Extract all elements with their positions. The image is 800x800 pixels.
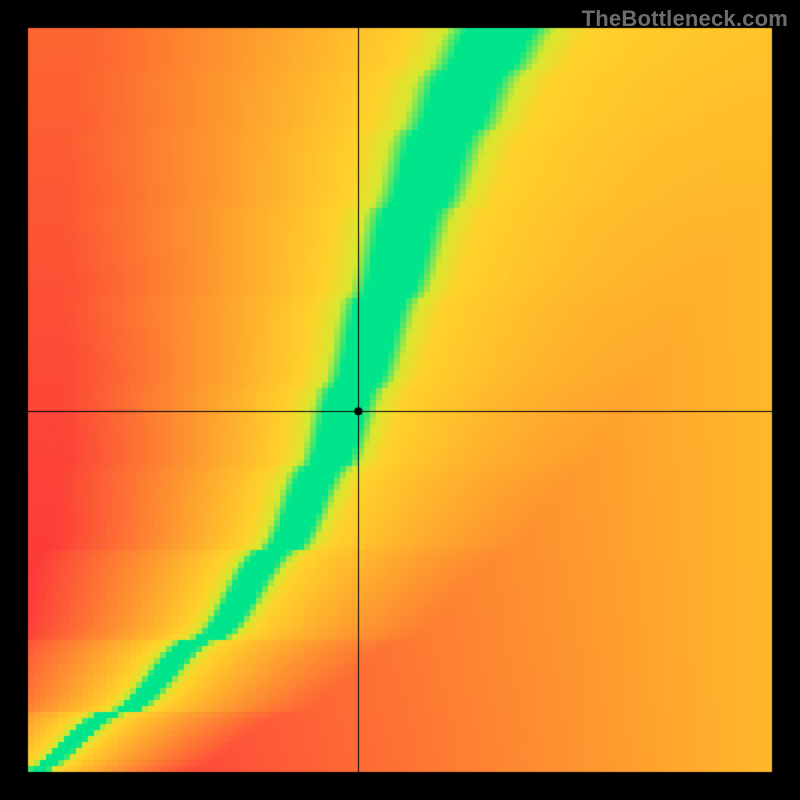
chart-container: TheBottleneck.com: [0, 0, 800, 800]
heatmap-canvas: [0, 0, 800, 800]
